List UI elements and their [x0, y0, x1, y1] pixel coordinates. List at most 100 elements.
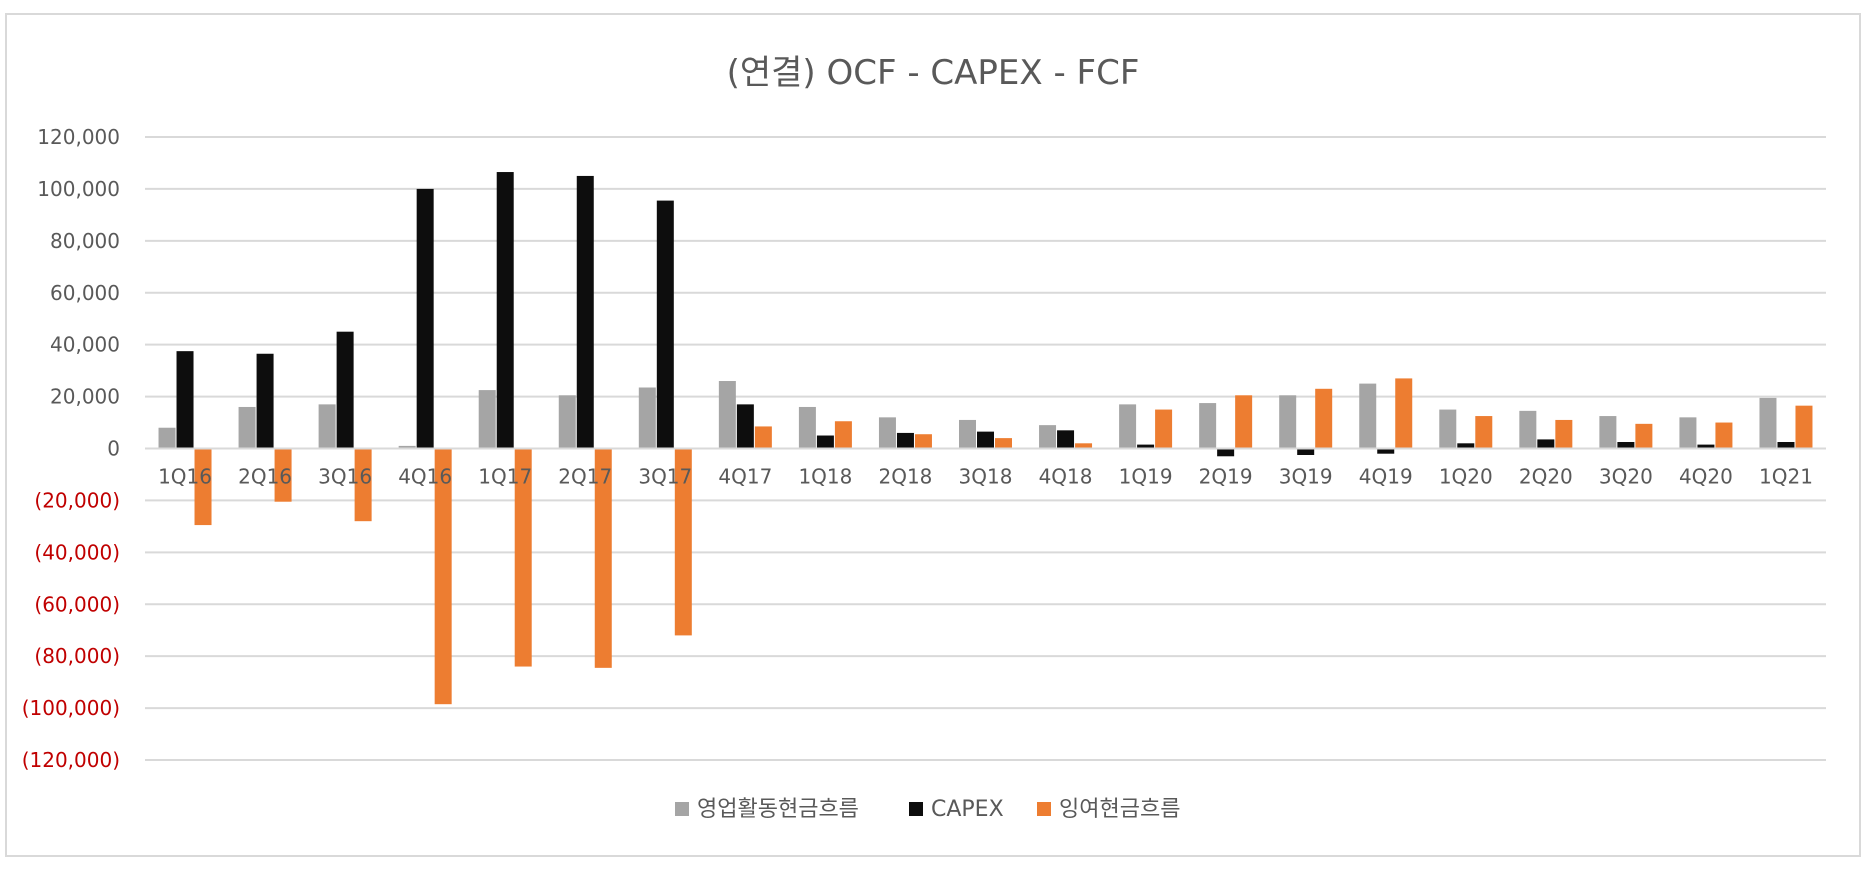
bars	[158, 172, 1813, 705]
bar-capex-1Q17	[496, 172, 514, 449]
bar-fcf-2Q19	[1235, 395, 1253, 449]
bar-fcf-1Q21	[1795, 405, 1813, 449]
y-tick-label: (80,000)	[34, 644, 120, 668]
y-tick-label: (60,000)	[34, 592, 120, 616]
x-category-label: 1Q18	[798, 465, 852, 489]
x-category-label: 1Q20	[1439, 465, 1493, 489]
legend-label: 영업활동현금흐름	[697, 797, 859, 822]
x-category-label: 4Q20	[1679, 465, 1733, 489]
y-tick-label: 80,000	[50, 229, 120, 253]
bar-fcf-2Q18	[914, 434, 932, 449]
bar-fcf-1Q20	[1475, 416, 1493, 449]
bar-capex-2Q19	[1217, 448, 1235, 457]
x-category-label: 2Q20	[1519, 465, 1573, 489]
y-tick-label: 60,000	[50, 281, 120, 305]
bar-ocf-1Q17	[478, 390, 496, 449]
bar-ocf-1Q20	[1439, 409, 1457, 449]
bar-ocf-1Q18	[798, 406, 816, 449]
x-category-label: 3Q20	[1599, 465, 1653, 489]
x-category-label: 2Q16	[238, 465, 292, 489]
bar-fcf-4Q17	[754, 426, 772, 449]
chart-title: (연결) OCF - CAPEX - FCF	[727, 53, 1140, 93]
bar-capex-1Q20	[1457, 443, 1475, 449]
bar-fcf-1Q17	[514, 448, 532, 667]
bar-ocf-2Q20	[1519, 410, 1537, 449]
y-tick-label: 120,000	[37, 125, 120, 149]
bar-capex-1Q18	[816, 435, 834, 449]
bar-fcf-4Q20	[1715, 422, 1733, 449]
x-category-label: 4Q16	[398, 465, 452, 489]
bar-capex-4Q18	[1057, 430, 1075, 449]
bar-capex-3Q16	[336, 331, 354, 449]
legend-swatch	[1037, 802, 1051, 816]
x-category-label: 3Q17	[638, 465, 692, 489]
bar-capex-4Q20	[1697, 444, 1715, 449]
bar-capex-1Q21	[1777, 442, 1795, 449]
bar-capex-3Q20	[1617, 442, 1635, 449]
bar-ocf-2Q18	[878, 417, 896, 449]
x-category-label: 2Q18	[878, 465, 932, 489]
bar-ocf-4Q17	[718, 381, 736, 449]
legend-label: 잉여현금흐름	[1059, 797, 1180, 822]
bar-capex-2Q16	[256, 353, 274, 449]
x-category-label: 4Q18	[1039, 465, 1093, 489]
x-category-label: 4Q17	[718, 465, 772, 489]
x-category-label: 3Q18	[959, 465, 1013, 489]
bar-capex-2Q20	[1537, 439, 1555, 449]
bar-ocf-4Q16	[398, 445, 416, 449]
x-category-label: 4Q19	[1359, 465, 1413, 489]
bar-ocf-3Q19	[1279, 395, 1297, 449]
y-tick-label: (120,000)	[22, 748, 120, 772]
x-axis-categories: 1Q16 2Q16 3Q16 4Q16 1Q17 2Q17 3Q17 4Q17 1Q18 2Q18…	[158, 465, 1813, 489]
bar-ocf-1Q21	[1759, 397, 1777, 449]
bar-fcf-4Q19	[1395, 378, 1413, 449]
legend: 영업활동현금흐름 CAPEX 잉여현금흐름	[675, 797, 1180, 822]
y-tick-label: (40,000)	[34, 540, 120, 564]
y-tick-label: (20,000)	[34, 488, 120, 512]
legend-swatch	[909, 802, 923, 816]
bar-fcf-1Q16	[194, 448, 212, 526]
legend-swatch	[675, 802, 689, 816]
bar-fcf-3Q18	[995, 438, 1012, 449]
bar-capex-3Q18	[977, 431, 994, 449]
y-tick-label: 0	[107, 437, 120, 461]
bar-ocf-4Q19	[1359, 383, 1377, 449]
bar-fcf-1Q18	[834, 421, 852, 449]
bar-ocf-2Q17	[558, 395, 576, 449]
bar-ocf-2Q16	[238, 406, 256, 449]
y-tick-label: (100,000)	[22, 696, 120, 720]
bar-fcf-3Q19	[1315, 388, 1333, 449]
x-category-label: 2Q19	[1199, 465, 1253, 489]
bar-capex-2Q18	[896, 432, 914, 449]
bar-ocf-1Q16	[158, 427, 176, 449]
y-tick-label: 40,000	[50, 333, 120, 357]
x-category-label: 3Q16	[318, 465, 372, 489]
bar-fcf-4Q18	[1075, 443, 1093, 449]
bar-ocf-4Q20	[1679, 417, 1697, 449]
bar-capex-3Q19	[1297, 448, 1315, 455]
bar-capex-1Q16	[176, 351, 194, 449]
bar-capex-4Q19	[1377, 448, 1395, 454]
bar-fcf-1Q19	[1155, 409, 1173, 449]
bar-ocf-3Q16	[318, 404, 336, 449]
bar-fcf-2Q20	[1555, 419, 1573, 449]
bar-ocf-4Q18	[1039, 425, 1057, 449]
bar-fcf-2Q16	[274, 448, 292, 502]
y-tick-label: 20,000	[50, 385, 120, 409]
bar-ocf-2Q19	[1199, 403, 1217, 449]
bar-capex-1Q19	[1137, 444, 1155, 449]
bar-capex-3Q17	[656, 200, 674, 449]
bar-ocf-3Q20	[1599, 416, 1617, 449]
legend-label: CAPEX	[931, 797, 1004, 822]
bar-capex-2Q17	[576, 175, 594, 449]
x-category-label: 1Q21	[1759, 465, 1813, 489]
x-category-label: 1Q16	[158, 465, 212, 489]
x-category-label: 2Q17	[558, 465, 612, 489]
bar-ocf-1Q19	[1119, 404, 1137, 449]
bar-ocf-3Q18	[959, 419, 976, 449]
bar-fcf-2Q17	[594, 448, 612, 668]
bar-capex-4Q16	[416, 188, 434, 449]
bar-fcf-4Q16	[434, 448, 452, 705]
y-tick-label: 100,000	[37, 177, 120, 201]
